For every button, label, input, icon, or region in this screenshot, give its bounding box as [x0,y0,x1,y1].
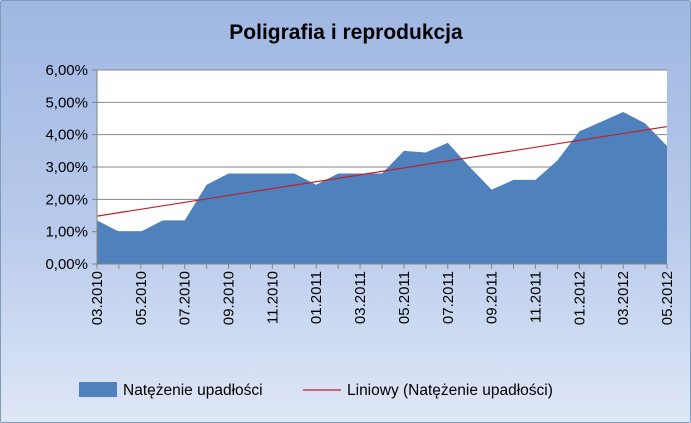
y-tick-label: 4,00% [45,127,88,144]
x-tick-label: 11.2011 [527,271,544,323]
legend-label-area: Natężenie upadłości [123,382,263,399]
x-tick-label: 01.2011 [308,271,325,324]
x-tick-label: 07.2011 [440,271,457,324]
y-tick-label: 2,00% [45,191,88,208]
y-tick-labels: 0,00% 1,00% 2,00% 3,00% 4,00% 5,00% 6,00% [45,62,88,273]
legend: Natężenie upadłości Liniowy (Natężenie u… [79,382,553,399]
x-tick-label: 03.2012 [615,271,632,325]
y-tick-label: 6,00% [45,62,88,79]
y-tick-label: 5,00% [45,94,88,111]
y-tick-label: 3,00% [45,159,88,176]
area-series-natezenie [97,112,667,264]
x-tick-label: 03.2011 [352,271,369,324]
x-tick-label: 05.2011 [396,271,413,324]
x-tick-label: 03.2010 [89,271,106,325]
legend-label-trendline: Liniowy (Natężenie upadłości) [347,382,553,399]
x-tick-label: 09.2010 [221,271,238,325]
chart-title: Poligrafia i reprodukcja [229,21,463,44]
legend-swatch-area [79,382,117,397]
y-tick-label: 0,00% [45,256,88,273]
y-tick-label: 1,00% [45,224,88,241]
x-tick-label: 11.2010 [264,271,281,324]
x-tick-label: 07.2010 [177,271,194,325]
x-tick-label: 01.2012 [571,271,588,325]
x-tick-labels: 03.2010 05.2010 07.2010 09.2010 11.2010 01.20… [89,271,676,325]
axes [96,70,667,265]
trendline [96,125,668,217]
x-tick-label: 05.2012 [659,271,676,325]
x-tick-label: 09.2011 [484,271,501,324]
x-tick-label: 05.2010 [133,271,150,325]
